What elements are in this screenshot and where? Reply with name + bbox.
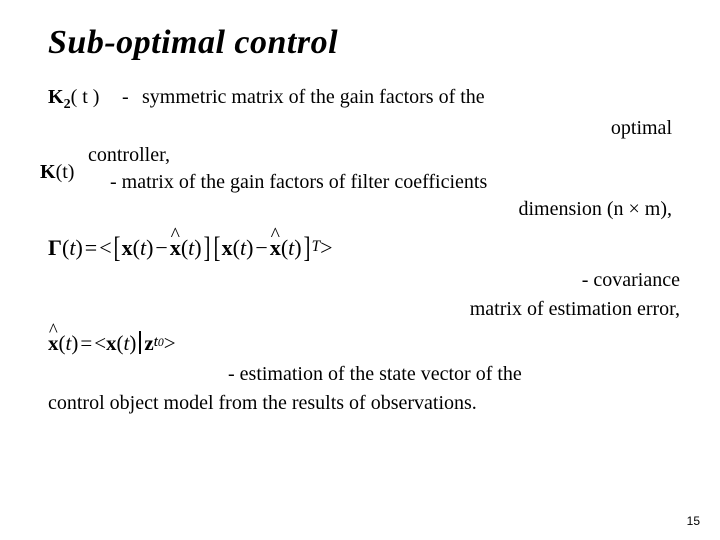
gamma-formula: Γ(t)=< [ x(t)−x(t) ] [ x(t)−x(t) ]T > — [48, 233, 680, 263]
slide-title: Sub-optimal control — [48, 24, 680, 62]
k2-definition-line: K2( t ) - symmetric matrix of the gain f… — [48, 84, 680, 115]
k2-desc-part2: optimal — [48, 115, 680, 142]
covariance-label-1: - covariance — [48, 267, 680, 294]
estimation-label-2: control object model from the results of… — [48, 390, 680, 417]
covariance-label-2: matrix of estimation error, — [48, 296, 680, 323]
slide-page: Sub-optimal control K2( t ) - symmetric … — [0, 0, 720, 540]
k-desc-line: - matrix of the gain factors of filter c… — [48, 169, 680, 196]
page-number: 15 — [687, 514, 700, 528]
estimation-label-1: - estimation of the state vector of the — [48, 361, 680, 388]
xhat-formula: x(t)=< x(t)ztt0 > — [48, 329, 680, 357]
slide-body: K2( t ) - symmetric matrix of the gain f… — [48, 84, 680, 417]
k-controller-line: K(t) controller, — [48, 142, 680, 169]
k2-desc-part1: symmetric matrix of the gain factors of … — [142, 84, 485, 111]
dimension-line: dimension (n × m), — [48, 196, 680, 223]
dash: - — [122, 84, 142, 111]
k2-symbol: K2( t ) — [48, 84, 122, 115]
